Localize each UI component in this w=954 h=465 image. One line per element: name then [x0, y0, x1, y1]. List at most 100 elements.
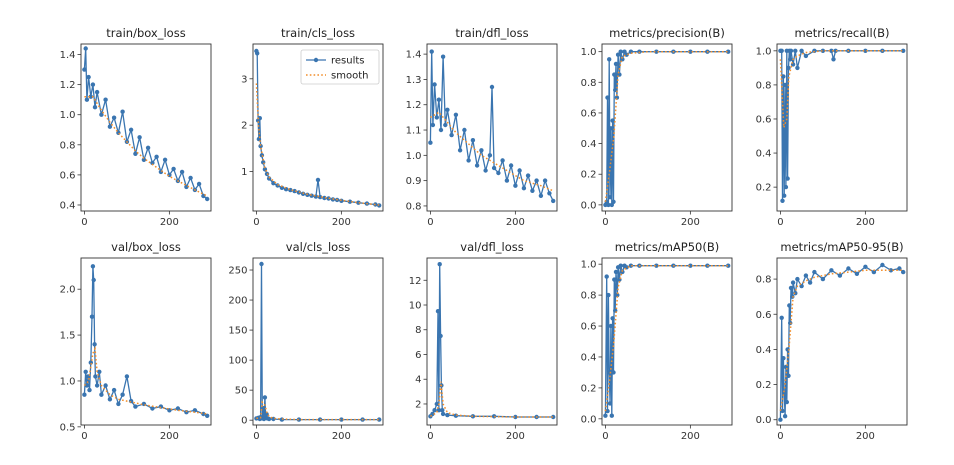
results-point [525, 173, 531, 178]
results-line [83, 48, 208, 200]
y-tick-label: 2 [241, 121, 247, 132]
y-tick-label: 1.3 [406, 75, 422, 86]
results-point [315, 177, 321, 183]
results-line [780, 49, 904, 201]
x-tick-label: 0 [81, 431, 87, 442]
x-tick-label: 200 [681, 431, 700, 442]
results-point [538, 193, 544, 198]
plot-area [82, 264, 210, 418]
results-point [779, 315, 784, 320]
subplot-title: metrics/recall(B) [794, 26, 889, 40]
results-point [786, 65, 791, 71]
results-point [150, 406, 155, 411]
y-tick-label: 0.4 [581, 139, 597, 150]
plot-frame [601, 257, 733, 426]
results-point [128, 398, 134, 404]
y-tick-label: 1.0 [60, 376, 76, 387]
y-tick-label: 1.0 [406, 151, 422, 162]
results-point [296, 417, 302, 422]
results-point [438, 127, 444, 133]
y-tick-label: 1.2 [60, 80, 76, 91]
results-point [466, 158, 471, 163]
results-point [781, 74, 786, 79]
results-point [107, 397, 113, 402]
results-point [779, 48, 784, 53]
legend-results-marker [313, 57, 319, 63]
subplot-7: val/dfl_loss 0 200 2 4 6 8 10 12 [409, 240, 558, 442]
results-point [99, 392, 104, 397]
x-tick-label: 200 [681, 217, 700, 228]
results-point [613, 61, 619, 67]
results-point [188, 175, 193, 181]
results-point [453, 112, 459, 118]
results-point [430, 122, 436, 128]
results-point [606, 292, 611, 298]
x-tick-label: 0 [253, 431, 259, 442]
subplot-6: val/cls_loss 0 200 0 50 100 150 200 250 [228, 240, 384, 442]
y-tick-label: 0.6 [756, 114, 772, 125]
smooth-line [604, 50, 729, 202]
results-point [205, 413, 210, 418]
plot-frame [80, 257, 212, 426]
results-point [790, 294, 795, 299]
smooth-line [255, 83, 380, 206]
results-point [688, 49, 693, 54]
results-point [150, 160, 155, 166]
results-point [901, 269, 906, 275]
plot-area [778, 48, 906, 203]
results-point [812, 269, 817, 275]
results-point [863, 264, 868, 269]
smooth-line [779, 269, 904, 412]
results-line [604, 50, 729, 206]
results-point [137, 135, 142, 140]
results-point [432, 408, 437, 413]
results-point [607, 57, 612, 62]
y-tick-label: 0.8 [406, 201, 422, 212]
y-tick-label: 0.2 [756, 380, 772, 391]
results-point [275, 183, 280, 188]
subplot-8: metrics/mAP50(B) 0 200 0.0 0.2 0.4 0.6 0.8 1.0 [581, 240, 733, 442]
results-point [606, 202, 611, 208]
results-point [618, 49, 623, 54]
results-point [429, 49, 434, 54]
x-tick-label: 0 [253, 217, 259, 228]
y-tick-label: 0.6 [581, 108, 597, 119]
results-point [628, 263, 634, 268]
legend-smooth-label: smooth [331, 71, 368, 82]
y-tick-label: 6 [415, 350, 421, 361]
plot-area [603, 263, 731, 418]
y-tick-label: 0.2 [756, 183, 772, 194]
x-tick-label: 200 [856, 217, 875, 228]
results-point [326, 196, 331, 201]
results-point [279, 185, 285, 190]
y-tick-label: 0 [241, 416, 247, 427]
smooth-line [430, 381, 554, 418]
results-point [428, 140, 433, 145]
results-point [846, 266, 851, 271]
x-tick-label: 200 [332, 431, 351, 442]
subplot-9: metrics/mAP50-95(B) 0 200 0.0 0.2 0.4 0.6 0.8 [756, 240, 908, 442]
results-point [795, 65, 800, 71]
results-point [612, 72, 617, 77]
results-point [604, 274, 609, 279]
results-point [620, 269, 625, 275]
y-tick-label: 150 [228, 326, 247, 337]
results-point [790, 280, 796, 285]
y-tick-label: 1.1 [406, 126, 422, 137]
results-point [259, 261, 264, 267]
y-tick-label: 0.0 [756, 415, 772, 426]
y-tick-label: 0.0 [581, 200, 597, 211]
results-point [726, 263, 731, 268]
results-point [615, 292, 620, 298]
x-tick-label: 0 [427, 431, 433, 442]
results-point [888, 268, 894, 273]
plot-area [603, 49, 731, 208]
results-point [654, 49, 659, 54]
results-point [863, 48, 868, 53]
plot-frame [776, 43, 908, 212]
subplot-title: train/dfl_loss [455, 26, 528, 40]
y-tick-label: 1.0 [581, 260, 597, 271]
plot-area [428, 49, 556, 204]
results-point [820, 276, 826, 282]
